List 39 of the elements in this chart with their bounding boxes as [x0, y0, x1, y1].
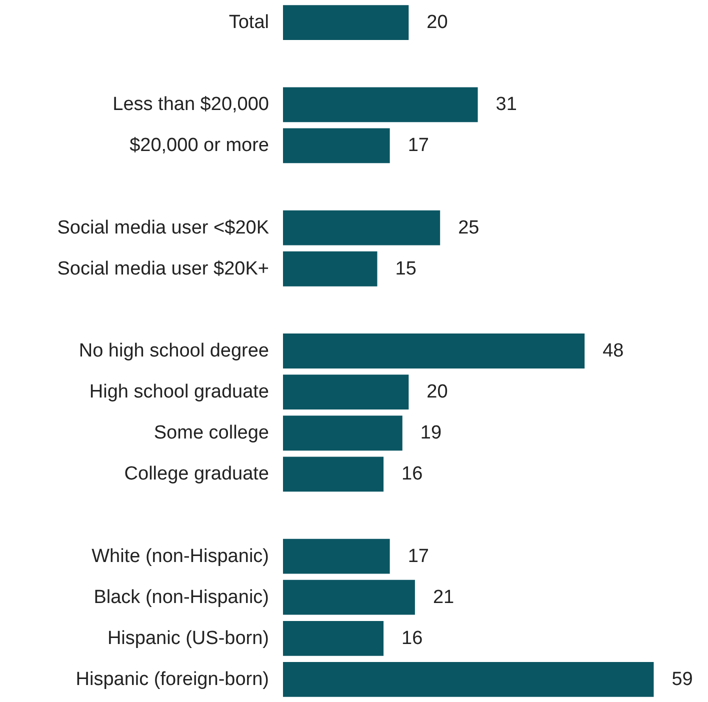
data-label: 17: [408, 546, 429, 567]
y-tick-label: No high school degree: [78, 340, 269, 362]
y-tick-label: High school graduate: [89, 382, 269, 403]
data-label: 20: [426, 12, 448, 34]
data-label: 21: [432, 586, 454, 608]
bar: [283, 374, 409, 410]
bar: [283, 210, 440, 246]
bar: [283, 538, 390, 574]
data-label: 31: [496, 94, 517, 116]
y-tick-label: College graduate: [124, 464, 269, 485]
data-label: 19: [420, 422, 442, 444]
bar: [283, 128, 390, 164]
data-label: 16: [402, 628, 423, 649]
bar: [283, 662, 654, 697]
bar: [283, 580, 415, 615]
data-label: 17: [408, 135, 429, 156]
y-tick-label: White (non-Hispanic): [92, 546, 269, 567]
data-label: 15: [395, 258, 416, 280]
y-tick-label: $20,000 or more: [130, 135, 269, 156]
bar: [283, 87, 478, 122]
y-tick-label: Total: [228, 12, 269, 34]
y-tick-label: Social media user <$20K: [57, 217, 270, 238]
bar: [283, 5, 409, 40]
bar: [283, 456, 384, 492]
data-label: 59: [672, 668, 693, 690]
y-tick-label: Hispanic (US-born): [107, 628, 269, 649]
bar: [283, 334, 585, 368]
bar: [283, 416, 402, 451]
y-tick-label: Black (non-Hispanic): [94, 586, 269, 608]
y-tick-label: Social media user $20K+: [57, 258, 269, 280]
y-tick-label: Some college: [154, 422, 269, 444]
data-label: 25: [458, 217, 480, 238]
y-tick-label: Less than $20,000: [112, 94, 269, 116]
y-tick-label: Hispanic (foreign-born): [76, 668, 269, 690]
bar: [283, 620, 384, 656]
data-label: 16: [402, 464, 423, 485]
data-label: 20: [426, 382, 448, 403]
data-label: 48: [602, 340, 624, 362]
bar: [283, 251, 378, 286]
